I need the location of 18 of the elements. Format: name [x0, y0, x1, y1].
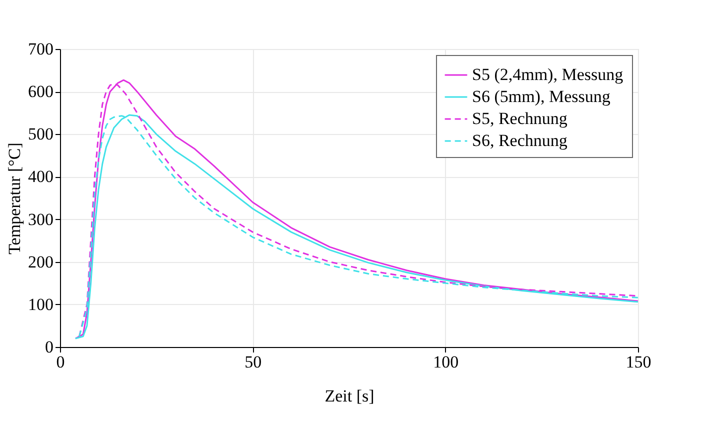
- y-axis-title: Temperatur [°C]: [5, 142, 24, 254]
- y-tick-label: 500: [28, 124, 54, 144]
- legend-label: S6, Rechnung: [472, 131, 568, 150]
- legend-label: S5 (2,4mm), Messung: [472, 65, 624, 84]
- x-tick-label: 0: [56, 352, 65, 372]
- y-tick-label: 300: [28, 210, 54, 229]
- x-axis-title: Zeit [s]: [324, 386, 374, 406]
- y-tick-label: 0: [45, 338, 54, 356]
- y-tick-label: 400: [28, 167, 54, 186]
- x-tick-label: 50: [244, 352, 262, 372]
- legend-label: S5, Rechnung: [472, 109, 568, 128]
- y-tick-label: 700: [28, 40, 54, 58]
- x-tick-label: 150: [626, 352, 652, 372]
- y-tick-label: 200: [28, 252, 54, 272]
- x-tick-label: 100: [433, 352, 459, 372]
- y-tick-label: 100: [28, 294, 54, 314]
- legend-label: S6 (5mm), Messung: [472, 87, 611, 106]
- y-tick-label: 600: [28, 82, 54, 102]
